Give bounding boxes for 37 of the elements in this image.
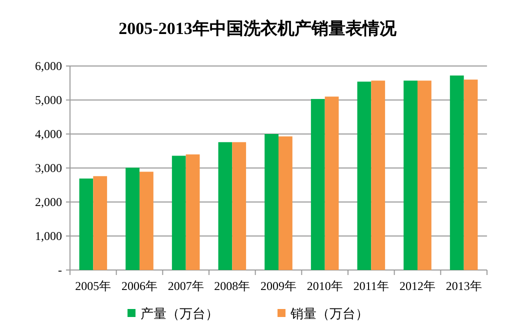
x-tick-label: 2013年 <box>446 279 482 293</box>
bar <box>278 136 292 270</box>
bar <box>264 134 278 270</box>
bar <box>357 82 372 270</box>
x-tick-label: 2006年 <box>122 279 158 293</box>
bar <box>310 98 325 270</box>
y-tick-label: 5,000 <box>35 93 62 107</box>
y-tick-label: 1,000 <box>35 229 62 243</box>
bar <box>93 176 108 270</box>
bar <box>232 142 246 270</box>
bar <box>450 76 464 270</box>
y-tick-label: 4,000 <box>35 127 62 141</box>
bar <box>418 80 432 270</box>
x-tick-label: 2005年 <box>75 279 112 293</box>
x-tick-label: 2010年 <box>306 279 343 293</box>
bar <box>371 80 386 270</box>
y-tick-label: 3,000 <box>35 161 62 175</box>
x-tick-label: 2009年 <box>260 279 296 293</box>
legend-label: 产量（万台） <box>140 306 218 321</box>
x-tick-label: 2012年 <box>400 279 436 293</box>
y-tick-label: - <box>58 263 62 277</box>
y-tick-label: 6,000 <box>35 59 62 73</box>
chart-title: 2005-2013年中国洗衣机产销量表情况 <box>118 19 398 38</box>
bar <box>324 96 339 270</box>
bar <box>140 172 154 270</box>
bar <box>79 178 94 270</box>
bar <box>464 80 478 270</box>
bar <box>186 154 200 270</box>
bar <box>404 80 418 270</box>
bar <box>126 168 140 270</box>
x-tick-label: 2007年 <box>168 279 204 293</box>
bar <box>218 142 232 270</box>
legend-label: 销量（万台） <box>290 306 368 321</box>
x-tick-label: 2011年 <box>353 279 389 293</box>
bar <box>172 156 186 270</box>
y-tick-label: 2,000 <box>35 195 62 209</box>
x-tick-label: 2008年 <box>214 279 250 293</box>
